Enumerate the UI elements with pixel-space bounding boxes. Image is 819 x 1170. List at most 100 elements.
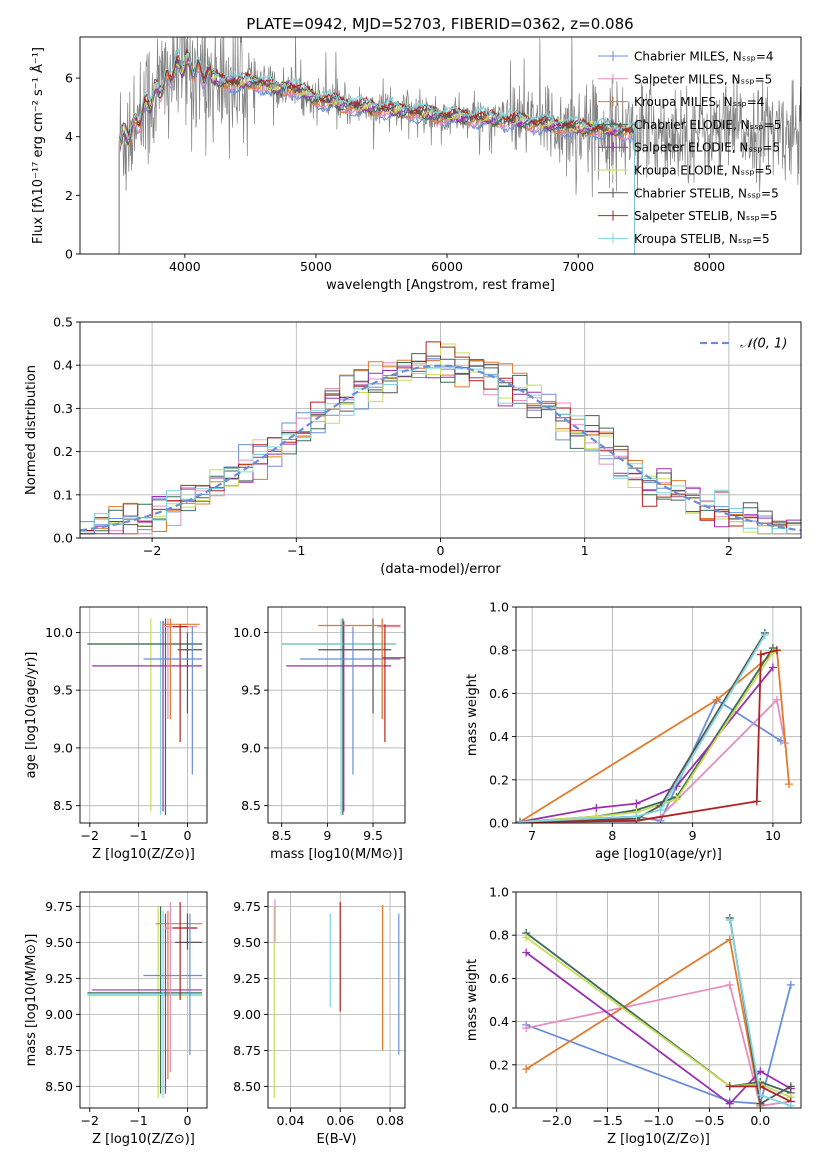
y-tick-label: 6: [65, 71, 73, 86]
y-tick-label: 8.75: [45, 1043, 73, 1058]
y-tick-label: 0.0: [489, 816, 509, 831]
mass-weight-line-kroupa_elodie: [519, 651, 774, 823]
y-tick-label: 4: [65, 129, 73, 144]
mass-weight-point-salpeter_stelib: [725, 1082, 734, 1091]
mass-weight-line-chabrier_elodie: [519, 647, 774, 823]
x-axis-label: mass [log10(M/M⊙)]: [270, 847, 403, 862]
mass-weight-line-chabrier_stelib: [519, 632, 766, 823]
x-tick-label: −1.0: [643, 1113, 673, 1128]
x-tick-label: 10: [765, 828, 781, 843]
y-tick-label: 0.2: [489, 772, 509, 787]
x-tick-label: 0.0: [750, 1113, 770, 1128]
y-tick-label: 0.4: [53, 358, 73, 373]
mass-weight-line-salpeter_miles: [526, 983, 791, 1107]
legend-label: Chabrier STELIB, Nₛₛₚ=5: [634, 186, 779, 200]
y-tick-label: 0.4: [489, 1014, 509, 1029]
y-tick-label: 8.5: [53, 798, 73, 813]
histogram-kroupa_stelib: [80, 366, 801, 535]
mass-weight-point-kroupa_miles: [784, 780, 793, 789]
panel-spectrum: 4000 5000 6000 7000 8000 0 2 4 6 wavelength [Angs…: [30, 36, 802, 293]
y-tick-label: 9.50: [45, 935, 73, 950]
mass-weight-point-salpeter_stelib: [752, 797, 761, 806]
mass-weight-point-chabrier_stelib: [756, 1099, 765, 1108]
plot-area-mass_weight_vs_Z: [522, 913, 795, 1108]
mass-weight-point-kroupa_elodie: [672, 795, 681, 804]
x-tick-label: −1: [287, 543, 305, 558]
x-tick-label: −0.5: [694, 1113, 724, 1128]
axes-frame: [79, 606, 208, 824]
y-tick-label: 0.2: [53, 444, 73, 459]
mass-weight-line-chabrier_miles: [525, 984, 792, 1105]
y-tick-label: 10.0: [45, 625, 73, 640]
x-tick-label: −1: [129, 1113, 147, 1128]
x-tick-label: 9: [323, 828, 331, 843]
x-tick-label: 6000: [431, 259, 463, 274]
x-tick-label: −2: [81, 1113, 99, 1128]
mass-weight-point-salpeter_elodie: [632, 799, 641, 808]
x-axis-label: E(B-V): [316, 1132, 356, 1147]
y-tick-label: 8.5: [241, 798, 261, 813]
y-tick-label: 0.5: [53, 315, 73, 330]
plot-area-mass_vs_ebv: [273, 899, 400, 1098]
y-tick-label: 1.0: [489, 600, 509, 615]
panel-mass_vs_ebv: 0.04 0.06 0.08 8.50 8.75 9.00 9.25 9.50 9.75 E(B-…: [233, 891, 406, 1147]
normal-curve: [80, 364, 801, 532]
model-spectrum-kroupa_elodie: [118, 52, 635, 254]
x-tick-label: 5000: [300, 259, 332, 274]
y-tick-label: 0.3: [53, 401, 73, 416]
mass-weight-line-kroupa_elodie: [525, 936, 792, 1099]
y-tick-label: 0.8: [489, 643, 509, 658]
x-tick-label: 7000: [562, 259, 594, 274]
panel-mass_vs_Z: −2 −1 0 8.50 8.75 9.00 9.25 9.50 9.75 Z [log10(Z/…: [24, 891, 208, 1147]
x-tick-label: 8.5: [272, 828, 292, 843]
legend-label: Salpeter MILES, Nₛₛₚ=5: [634, 72, 772, 86]
mass-weight-point-salpeter_elodie: [592, 803, 601, 812]
mass-weight-point-salpeter_elodie: [522, 948, 531, 957]
y-tick-label: 9.00: [233, 1007, 261, 1022]
x-tick-label: 0.04: [276, 1113, 304, 1128]
axes-frame: [79, 36, 802, 255]
x-tick-label: −2: [143, 543, 161, 558]
y-axis-label: Flux [fλ10⁻¹⁷ erg cm⁻² s⁻¹ Å⁻¹]: [30, 47, 46, 244]
mass-weight-line-chabrier_elodie: [525, 932, 792, 1094]
y-axis-label: mass weight: [465, 959, 480, 1041]
y-tick-label: 2: [65, 188, 73, 203]
mass-weight-point-salpeter_elodie: [756, 1067, 765, 1076]
x-axis-label: Z [log10(Z/Z⊙)]: [607, 1132, 710, 1147]
legend-label: Chabrier ELODIE, Nₛₛₚ=5: [634, 118, 781, 132]
y-axis-label: Normed distribution: [24, 365, 39, 495]
axes-frame: [267, 606, 406, 824]
y-tick-label: 0.8: [489, 928, 509, 943]
x-axis-label: (data-model)/error: [380, 562, 501, 577]
plot-area-age_vs_mass: [281, 618, 405, 815]
panel-residuals: −2 −1 0 1 2 0.0 0.1 0.2 0.3 0.4 0.5 (data-model)/er…: [24, 315, 802, 577]
x-axis-label: Z [log10(Z/Z⊙)]: [92, 1132, 195, 1147]
x-axis-label: age [log10(age/yr)]: [595, 847, 722, 862]
legend-label: Chabrier MILES, Nₛₛₚ=4: [634, 50, 774, 64]
legend-label: Kroupa ELODIE, Nₛₛₚ=5: [634, 164, 772, 178]
legend-label: Kroupa MILES, Nₛₛₚ=4: [634, 95, 764, 109]
x-tick-label: −1: [129, 828, 147, 843]
mass-weight-point-salpeter_stelib: [756, 650, 765, 659]
plot-area-residuals: [80, 341, 801, 535]
mass-weight-point-kroupa_miles: [522, 1065, 531, 1074]
y-tick-label: 9.50: [233, 935, 261, 950]
x-tick-label: 8000: [693, 259, 725, 274]
plot-area-mass_weight_vs_age: [516, 628, 793, 823]
y-tick-label: 0.2: [489, 1057, 509, 1072]
y-tick-label: 0.6: [489, 971, 509, 986]
model-spectrum-kroupa_stelib: [118, 47, 635, 254]
plot-area-spectrum: [118, 37, 801, 254]
mass-weight-point-kroupa_stelib: [656, 806, 665, 815]
x-tick-label: 1: [581, 543, 589, 558]
y-tick-label: 9.00: [45, 1007, 73, 1022]
plot-area-mass_vs_Z: [87, 902, 203, 1098]
y-tick-label: 9.75: [45, 899, 73, 914]
x-tick-label: 2: [725, 543, 733, 558]
y-tick-label: 9.0: [53, 740, 73, 755]
y-tick-label: 0.0: [53, 531, 73, 546]
mass-weight-line-kroupa_miles: [519, 648, 790, 823]
y-tick-label: 9.0: [241, 740, 261, 755]
x-axis-label: wavelength [Angstrom, rest frame]: [326, 278, 555, 293]
legend: 𝒩(0, 1): [700, 337, 787, 352]
